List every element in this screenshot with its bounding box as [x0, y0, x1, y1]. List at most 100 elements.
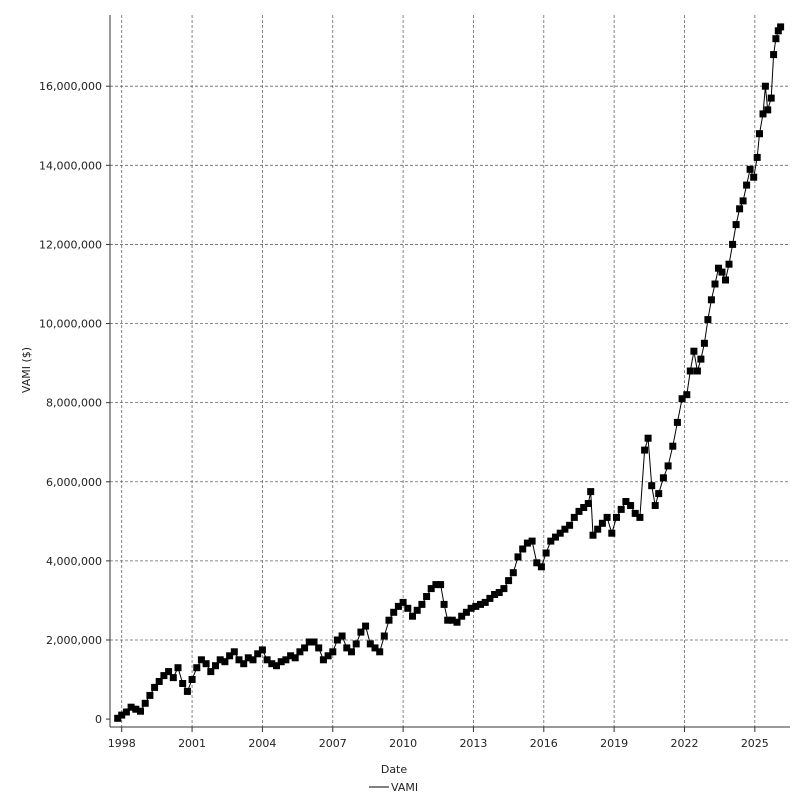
data-point: [575, 507, 583, 515]
data-point: [491, 591, 499, 598]
data-point: [467, 604, 475, 612]
data-point: [764, 106, 772, 114]
data-point: [722, 276, 729, 284]
data-point: [413, 606, 421, 614]
data-point: [315, 644, 323, 652]
data-point: [481, 598, 489, 606]
data-point: [589, 531, 597, 539]
data-point: [404, 604, 412, 612]
data-point: [552, 533, 559, 541]
data-point: [707, 296, 715, 304]
data-point: [338, 632, 346, 640]
data-point: [693, 367, 701, 375]
data-point: [458, 612, 466, 620]
data-point: [622, 498, 630, 505]
data-point: [155, 678, 163, 685]
data-point: [221, 658, 229, 666]
data-point: [641, 446, 649, 454]
data-point: [704, 316, 712, 324]
data-point: [519, 545, 527, 553]
data-point: [263, 656, 271, 664]
y-tick-label: 0: [95, 713, 102, 726]
data-point: [202, 660, 210, 668]
data-point: [310, 638, 318, 646]
data-point: [352, 640, 360, 648]
data-point: [505, 577, 513, 585]
data-point: [753, 153, 761, 161]
data-point: [556, 529, 564, 537]
data-point: [319, 656, 327, 664]
data-point: [761, 82, 769, 90]
x-tick-label: 2010: [389, 737, 417, 750]
data-point: [169, 674, 177, 682]
data-point: [174, 664, 182, 672]
data-point: [678, 395, 686, 403]
data-point: [715, 264, 722, 272]
data-point: [636, 513, 644, 521]
x-tick-label: 2013: [459, 737, 487, 750]
x-tick-label: 2001: [178, 737, 206, 750]
data-point: [188, 676, 196, 683]
data-point: [648, 482, 656, 490]
data-point: [244, 654, 252, 662]
data-point: [613, 513, 620, 521]
data-point: [673, 418, 681, 426]
data-point: [122, 708, 130, 716]
data-point: [151, 683, 159, 691]
data-point: [127, 703, 135, 711]
legend-label: VAMI: [391, 781, 418, 794]
data-point: [777, 23, 785, 31]
data-point: [608, 529, 616, 537]
data-point: [230, 648, 238, 656]
y-tick-label: 12,000,000: [39, 238, 102, 251]
data-point: [409, 612, 416, 620]
data-point: [282, 656, 290, 664]
data-point: [759, 110, 767, 118]
data-point: [594, 525, 602, 533]
data-point: [249, 656, 257, 664]
data-point: [756, 130, 763, 138]
data-point: [376, 648, 384, 656]
x-tick-label: 2007: [319, 737, 347, 750]
data-point: [500, 585, 508, 593]
data-point: [603, 513, 611, 521]
data-point: [183, 687, 191, 695]
data-point: [226, 652, 234, 660]
data-point: [587, 488, 595, 496]
y-tick-label: 4,000,000: [46, 555, 102, 568]
data-point: [160, 672, 168, 680]
x-axis-title: Date: [381, 763, 408, 776]
data-point: [669, 442, 677, 450]
data-point: [440, 600, 448, 608]
data-point: [644, 434, 652, 442]
data-point: [165, 668, 173, 676]
data-point: [732, 221, 740, 229]
y-axis-title: VAMI ($): [20, 347, 33, 393]
data-point: [729, 240, 737, 248]
data-point: [547, 537, 555, 545]
data-point: [664, 462, 672, 470]
data-point: [686, 367, 694, 375]
data-point: [509, 569, 517, 577]
gridlines: [110, 15, 790, 727]
data-point: [767, 94, 775, 102]
data-point: [390, 608, 398, 616]
data-point: [343, 644, 351, 652]
data-point: [141, 699, 149, 707]
y-tick-label: 14,000,000: [39, 159, 102, 172]
data-point: [324, 652, 332, 660]
data-point: [566, 521, 574, 529]
y-tick-label: 6,000,000: [46, 476, 102, 489]
x-ticks: 1998 2001 2004 2007 2010 2013 2016 2019 2022 2025: [108, 727, 769, 750]
data-point: [207, 668, 215, 676]
data-point: [537, 563, 545, 571]
data-point: [287, 652, 295, 660]
data-point: [659, 474, 667, 482]
data-point: [570, 513, 578, 521]
data-point: [258, 646, 266, 654]
data-point: [301, 644, 309, 652]
x-tick-label: 2019: [600, 737, 628, 750]
data-point: [216, 656, 224, 664]
data-point: [362, 622, 370, 630]
data-point: [718, 268, 726, 276]
